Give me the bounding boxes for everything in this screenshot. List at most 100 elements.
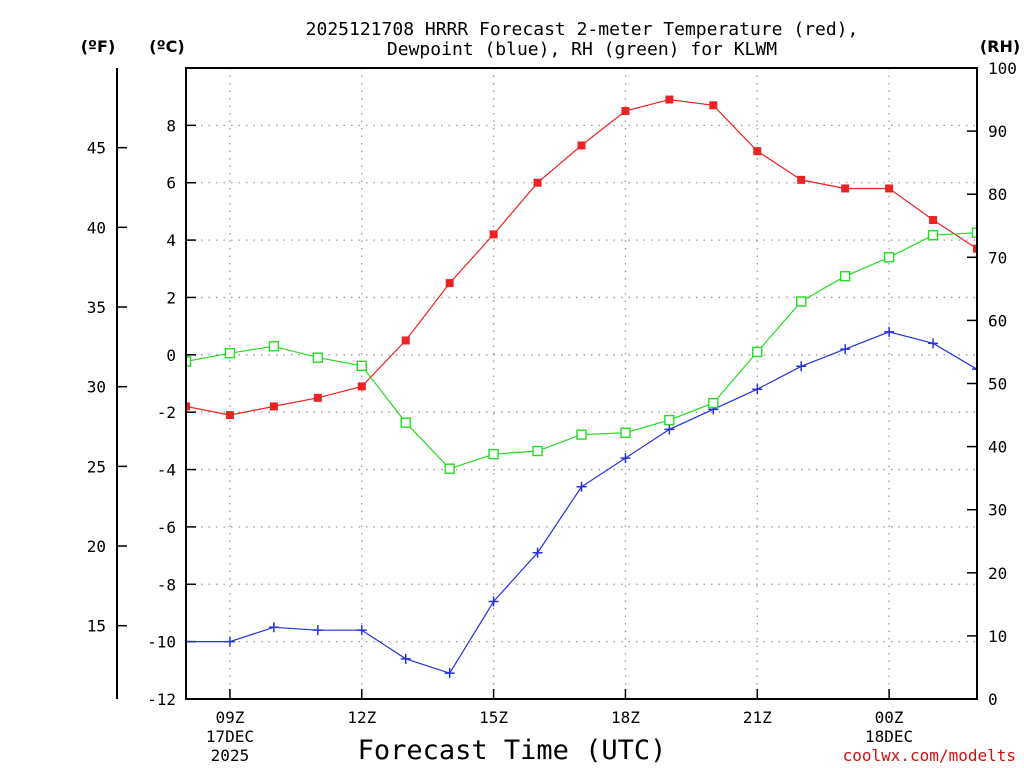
temperature-point	[401, 336, 410, 345]
rh-point	[620, 427, 631, 438]
rh-point	[356, 360, 367, 372]
plot-frame	[185, 67, 978, 700]
chart-title-line1: 2025121708 HRRR Forecast 2-meter Tempera…	[306, 19, 859, 40]
c-axis-tick-label: -2	[157, 403, 176, 422]
dewpoint-point	[224, 636, 235, 647]
rh-point	[796, 296, 807, 307]
f-axis-tick-label: 35	[87, 298, 106, 317]
c-axis-tick-label: 6	[166, 174, 176, 193]
rh-axis-tick-label: 70	[988, 248, 1007, 267]
c-axis-tick-label: 4	[166, 231, 176, 250]
x-axis-tick-label: 15Z	[479, 708, 508, 727]
c-axis-tick-label: -6	[157, 518, 176, 537]
rh-point	[488, 448, 499, 460]
f-axis-tick-label: 25	[87, 457, 106, 476]
rh-point	[752, 346, 763, 358]
temperature-point	[357, 382, 366, 391]
rh-axis-tick-label: 90	[988, 122, 1007, 141]
x-axis-tick-label: 12Z	[347, 708, 376, 727]
dewpoint-point	[928, 338, 939, 349]
temperature-point	[445, 279, 454, 288]
rh-point	[186, 356, 192, 367]
rh-point	[839, 271, 851, 282]
f-axis-tick-label: 20	[87, 537, 106, 556]
x-axis-tick-label: 21Z	[743, 708, 772, 727]
c-axis-tick-label: -8	[157, 575, 176, 594]
dewpoint-point	[444, 668, 455, 679]
c-axis-tick-label: 8	[166, 116, 176, 135]
rh-point	[927, 230, 939, 241]
rh-point	[268, 341, 280, 352]
c-axis-tick-label: 0	[166, 346, 176, 365]
temperature-point	[533, 178, 542, 187]
c-axis-tick-label: -12	[147, 690, 176, 709]
rh-point	[400, 417, 411, 428]
dewpoint-point	[532, 547, 543, 558]
f-axis-tick-label: 45	[87, 139, 106, 158]
rh-axis-tick-label: 100	[988, 59, 1017, 78]
dewpoint-point	[356, 625, 367, 636]
series-layer	[186, 95, 1024, 679]
rh-axis-tick-label: 50	[988, 375, 1007, 394]
rh-point	[576, 429, 587, 440]
x-axis-tick-label: 18DEC	[865, 727, 913, 746]
f-axis-tick-label: 15	[87, 617, 106, 636]
rh-point	[444, 463, 455, 474]
axes: -12 -10 -8 -6 -4 -2 0 2 4 6 8 15 20 25 30 35 40 45 0 10 20 30…	[87, 59, 1017, 765]
dewpoint-line	[186, 331, 977, 674]
x-axis-label: Forecast Time (UTC)	[358, 735, 667, 766]
temperature-point	[797, 175, 806, 184]
dewpoint-point	[884, 326, 895, 337]
temperature-point	[885, 184, 894, 193]
dewpoint-point	[1016, 393, 1024, 403]
temperature-point	[225, 411, 234, 420]
temperature-line	[186, 98, 977, 416]
rh-line	[186, 232, 977, 470]
temperature-point	[577, 141, 586, 150]
temperature-point	[753, 147, 762, 156]
x-axis-tick-label: 00Z	[875, 708, 904, 727]
rh-axis-tick-label: 30	[988, 501, 1007, 520]
series-clip-group	[186, 95, 1024, 679]
c-axis-tick-label: 2	[166, 288, 176, 307]
rh-axis-tick-label: 20	[988, 564, 1007, 583]
c-axis-tick-label: -10	[147, 633, 176, 652]
celsius-axis-unit: (ºC)	[149, 37, 184, 56]
temperature-point	[269, 402, 278, 411]
rh-point	[708, 397, 719, 409]
temperature-point	[929, 216, 938, 225]
dewpoint-point	[796, 361, 807, 372]
temperature-point	[489, 230, 498, 239]
temperature-point	[665, 95, 674, 104]
temperature-point	[973, 244, 977, 253]
credit-text: coolwx.com/modelts	[843, 746, 1016, 765]
f-axis-tick-label: 30	[87, 378, 106, 397]
rh-axis-tick-label: 80	[988, 185, 1007, 204]
rh-point	[312, 352, 324, 363]
rh-axis-tick-label: 10	[988, 627, 1007, 646]
temperature-point	[1017, 262, 1024, 270]
rh-point	[971, 227, 977, 238]
dewpoint-point	[620, 453, 631, 464]
dewpoint-point	[840, 344, 851, 355]
rh-axis-unit: (RH)	[980, 37, 1020, 56]
dewpoint-point	[488, 596, 499, 607]
dewpoint-point	[664, 424, 675, 435]
rh-point	[1016, 224, 1024, 233]
gridlines	[186, 68, 977, 700]
x-axis-tick-label: 09Z	[215, 708, 244, 727]
temperature-point	[186, 402, 190, 411]
dewpoint-point	[400, 653, 411, 664]
rh-point	[224, 348, 236, 359]
c-axis-tick-label: -4	[157, 461, 176, 480]
temperature-point	[313, 393, 322, 402]
temperature-point	[621, 107, 630, 116]
dewpoint-point	[268, 622, 279, 633]
rh-axis-tick-label: 0	[988, 690, 998, 709]
dewpoint-point	[312, 625, 323, 636]
temperature-point	[841, 184, 850, 193]
x-axis-tick-label: 18Z	[611, 708, 640, 727]
f-axis-tick-label: 40	[87, 218, 106, 237]
rh-point	[532, 445, 543, 457]
